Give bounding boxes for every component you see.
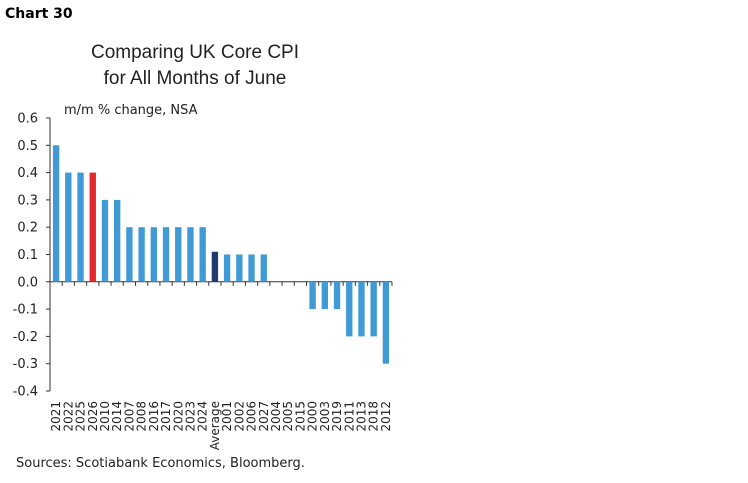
bar xyxy=(199,227,206,282)
bar xyxy=(333,281,341,310)
y-tick-label: 0.6 xyxy=(17,112,38,127)
chart-number: Chart 30 xyxy=(5,6,73,22)
y-tick-label: 0.5 xyxy=(17,139,38,154)
bar xyxy=(370,281,377,337)
bar xyxy=(187,227,194,282)
y-tick-label: -0.1 xyxy=(13,303,38,318)
source-note: Sources: Scotiabank Economics, Bloomberg… xyxy=(16,456,305,471)
svg-text:0.6: 0.6 xyxy=(17,112,38,127)
x-tick-label: 2022 xyxy=(61,401,75,432)
x-tick-label: 2015 xyxy=(293,401,307,432)
bar xyxy=(52,145,60,282)
svg-text:-0.2: -0.2 xyxy=(13,330,38,345)
bar xyxy=(162,227,170,282)
bar-average xyxy=(211,251,219,282)
bar xyxy=(138,227,145,282)
y-tick-label: -0.2 xyxy=(13,330,38,345)
x-tick-label: 2002 xyxy=(232,401,246,432)
chart-title-line-2: for All Months of June xyxy=(103,68,287,89)
svg-text:0.2: 0.2 xyxy=(17,221,38,236)
bar xyxy=(101,199,109,282)
x-tick-label: 2007 xyxy=(122,401,136,432)
x-tick-label: 2004 xyxy=(269,401,283,432)
x-tick-label: 2000 xyxy=(306,401,320,432)
bar xyxy=(77,172,84,282)
bar xyxy=(236,254,243,282)
y-tick-label: 0.3 xyxy=(17,193,38,208)
x-tick-label: 2006 xyxy=(245,401,259,432)
x-tick-label: 2014 xyxy=(110,401,124,432)
y-tick-label: -0.4 xyxy=(13,385,38,400)
x-tick-label: 2018 xyxy=(367,401,381,432)
x-tick-label: 2024 xyxy=(196,401,210,432)
bar xyxy=(114,199,121,282)
x-tick-label: 2012 xyxy=(379,401,393,432)
x-tick-label: 2011 xyxy=(342,401,356,432)
x-tick-labels: 2021202220252026201020142007200820162017… xyxy=(49,401,393,450)
x-tick-label: 2017 xyxy=(159,401,173,432)
svg-text:0.0: 0.0 xyxy=(17,275,38,290)
svg-text:0.3: 0.3 xyxy=(17,193,38,208)
x-tick-label: 2023 xyxy=(183,401,197,432)
bar xyxy=(223,254,231,282)
svg-text:-0.1: -0.1 xyxy=(13,303,38,318)
x-tick-label: 2003 xyxy=(318,401,332,432)
x-tick-label: 2025 xyxy=(74,401,88,432)
bar xyxy=(358,281,365,337)
bar xyxy=(175,227,182,282)
bars xyxy=(52,145,390,364)
x-tick-label: Average xyxy=(208,401,222,450)
bar xyxy=(260,254,267,282)
y-axis-unit-label: m/m % change, NSA xyxy=(64,103,198,118)
x-tick-label: 2026 xyxy=(86,401,100,432)
bar xyxy=(346,281,353,337)
x-tick-label: 2001 xyxy=(220,401,234,432)
bar xyxy=(382,281,390,364)
svg-text:0.5: 0.5 xyxy=(17,139,38,154)
bar xyxy=(309,281,316,310)
svg-text:-0.4: -0.4 xyxy=(13,385,38,400)
svg-text:-0.3: -0.3 xyxy=(13,357,38,372)
bar-highlight xyxy=(89,172,96,282)
bar xyxy=(248,254,255,282)
y-tick-label: 0.2 xyxy=(17,221,38,236)
chart-title-line-1: Comparing UK Core CPI xyxy=(90,42,300,63)
y-tick-label: -0.3 xyxy=(13,357,38,372)
x-tick-label: 2016 xyxy=(147,401,161,432)
y-tick-label: 0.4 xyxy=(17,166,38,181)
x-tick-label: 2027 xyxy=(257,401,271,432)
bar xyxy=(150,227,157,282)
svg-text:0.1: 0.1 xyxy=(17,248,38,263)
y-tick-label: 0.1 xyxy=(17,248,38,263)
bar xyxy=(321,281,328,310)
y-tick-label: 0.0 xyxy=(17,275,38,290)
x-tick-label: 2020 xyxy=(171,401,185,432)
svg-text:0.4: 0.4 xyxy=(17,166,38,181)
x-tick-label: 2019 xyxy=(330,401,344,432)
x-tick-label: 2010 xyxy=(98,401,112,432)
bar xyxy=(126,227,133,282)
x-tick-label: 2013 xyxy=(354,401,368,432)
x-tick-label: 2008 xyxy=(135,401,149,432)
bar xyxy=(65,172,72,282)
x-tick-label: 2005 xyxy=(281,401,295,432)
x-tick-label: 2021 xyxy=(49,401,63,432)
